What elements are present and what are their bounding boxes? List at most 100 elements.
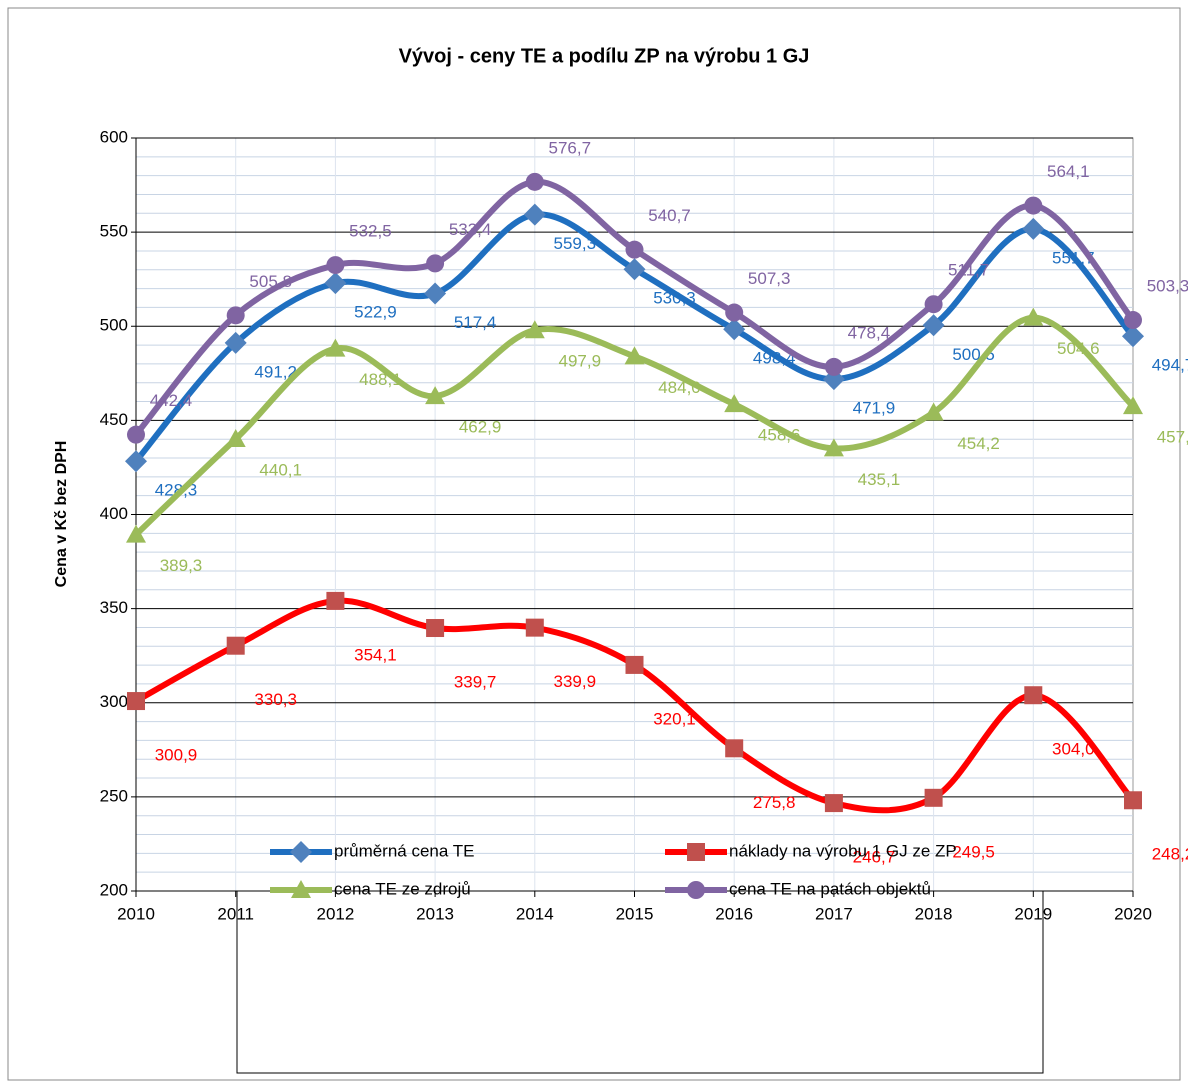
series-line [134,597,1136,814]
data-point [324,272,347,295]
x-tick-label: 2020 [1114,904,1152,923]
data-point [625,655,644,674]
y-tick-label: 550 [100,222,128,241]
data-label: 249,5 [952,842,995,861]
data-point [225,429,246,448]
data-point [425,386,446,405]
data-point [1024,686,1043,705]
data-label: 478,4 [848,323,891,342]
data-label: 505,8 [249,272,292,291]
data-point [523,203,546,226]
data-point [1124,791,1142,810]
data-label: 471,9 [853,399,896,418]
chart-title: Vývoj - ceny TE a podílu ZP na výrobu 1 … [399,45,810,67]
x-tick-label: 2014 [516,904,554,923]
legend-marker [687,843,705,861]
data-label: 462,9 [459,418,502,437]
x-tick-label: 2013 [416,904,454,923]
y-tick-label: 250 [100,786,128,805]
data-point [226,636,245,655]
data-point [1124,311,1142,330]
data-label: 300,9 [155,746,198,765]
data-point [625,240,644,259]
data-label: 484,0 [658,378,701,397]
data-label: 517,4 [454,313,497,332]
data-label: 494,7 [1152,356,1188,375]
data-point [924,788,943,807]
data-label: 522,9 [354,303,397,322]
y-tick-label: 600 [100,127,128,146]
data-label: 339,7 [454,672,497,691]
y-tick-label: 350 [100,598,128,617]
y-tick-label: 500 [100,316,128,335]
data-point [823,438,844,457]
data-label: 440,1 [259,460,302,479]
data-point [127,692,145,711]
data-label: 275,8 [753,793,796,812]
data-point [824,357,843,376]
data-point [525,172,544,191]
data-point [325,338,346,357]
data-label: 248,2 [1152,845,1188,864]
data-point [426,619,445,638]
data-label: 354,1 [354,645,397,664]
legend-label: cena TE na patách objektů [729,879,931,898]
data-label: 559,3 [554,234,597,253]
data-point [725,739,744,758]
data-label: 339,9 [554,672,597,691]
data-point [1122,325,1144,348]
data-point [224,331,247,354]
data-point [725,303,744,322]
data-point [1022,217,1045,240]
data-point [924,295,943,314]
y-tick-label: 400 [100,504,128,523]
data-point [424,282,447,305]
y-tick-label: 450 [100,410,128,429]
data-point [126,524,146,543]
data-point [1023,307,1044,326]
x-tick-label: 2019 [1014,904,1052,923]
data-point [1123,396,1143,415]
data-label: 320,1 [653,709,696,728]
data-label: 503,3 [1147,277,1188,296]
x-tick-label: 2010 [117,904,155,923]
data-label: 389,3 [160,556,203,575]
data-label: 330,3 [254,690,297,709]
x-tick-label: 2018 [915,904,953,923]
data-label: 533,4 [449,220,492,239]
data-label: 457,6 [1157,428,1188,447]
data-point [226,306,245,325]
data-label: 458,6 [758,426,801,445]
data-label: 246,7 [853,848,896,867]
legend-label: cena TE ze zdrojů [334,879,471,898]
x-tick-label: 2011 [217,904,254,923]
data-point [624,346,645,365]
x-tick-label: 2016 [715,904,753,923]
y-tick-label: 200 [100,880,128,899]
data-label: 497,9 [559,352,602,371]
data-label: 530,3 [653,289,696,308]
data-point [326,256,345,275]
y-axis-label: Cena v Kč bez DPH [53,441,70,588]
data-label: 498,4 [753,349,796,368]
data-label: 576,7 [549,138,592,157]
data-label: 442,4 [150,391,193,410]
y-tick-label: 300 [100,692,128,711]
legend-label: průměrná cena TE [334,841,474,860]
data-point [923,402,944,421]
legend-marker [290,841,312,863]
data-label: 488,1 [359,370,402,389]
data-point [723,318,746,341]
data-label: 304,0 [1052,740,1095,759]
data-point [824,794,843,813]
data-label: 454,2 [957,434,1000,453]
data-point [524,320,545,339]
data-point [1024,196,1043,215]
data-point [724,394,745,413]
data-point [127,425,145,444]
data-label: 564,1 [1047,162,1090,181]
data-label: 507,3 [748,269,791,288]
legend-marker [687,881,705,899]
x-tick-label: 2012 [316,904,354,923]
